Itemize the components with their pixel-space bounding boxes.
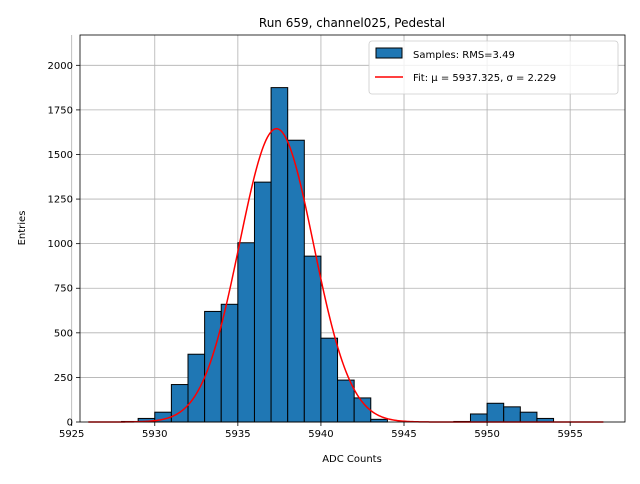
- histogram-bar: [503, 406, 521, 423]
- legend-label-fit: Fit: μ = 5937.325, σ = 2.229: [413, 73, 556, 84]
- x-tick-label: 5930: [142, 429, 167, 440]
- legend-label-samples: Samples: RMS=3.49: [413, 50, 515, 61]
- histogram-bar: [320, 337, 339, 423]
- legend: Samples: RMS=3.49 Fit: μ = 5937.325, σ =…: [368, 40, 619, 95]
- histogram-bar: [469, 413, 488, 423]
- histogram-bar: [187, 353, 206, 423]
- histogram-bar: [519, 411, 538, 423]
- y-tick-label: 2000: [48, 61, 73, 72]
- x-axis-ticks: 5925 5930 5935 5940 5945 5950 5955: [59, 422, 583, 440]
- legend-box: [368, 40, 619, 95]
- x-tick-label: 5940: [308, 429, 333, 440]
- y-axis-ticks: 0 250 500 750 1000 1250 1500 1750 2000: [48, 61, 80, 429]
- y-tick-label: 1250: [48, 195, 73, 206]
- x-tick-label: 5935: [225, 429, 250, 440]
- y-tick-label: 750: [54, 284, 73, 295]
- histogram-bar: [287, 139, 305, 423]
- y-tick-label: 250: [54, 373, 73, 384]
- x-axis-label: ADC Counts: [322, 454, 382, 465]
- plot-frame: [79, 34, 626, 423]
- histogram-bar: [253, 181, 272, 423]
- y-tick-label: 1500: [48, 150, 73, 161]
- x-tick-label: 5945: [391, 429, 416, 440]
- legend-swatch-samples: [375, 47, 403, 59]
- histogram-bar: [237, 242, 255, 423]
- x-tick-label: 5955: [557, 429, 582, 440]
- histogram-bar: [220, 303, 239, 423]
- histogram-bar: [204, 310, 222, 423]
- y-axis-label: Entries: [17, 211, 28, 246]
- x-tick-label: 5950: [474, 429, 499, 440]
- y-tick-label: 1750: [48, 105, 73, 116]
- y-tick-label: 0: [67, 418, 73, 429]
- histogram-bar: [303, 255, 322, 423]
- histogram-bar: [370, 418, 388, 423]
- histogram-bar: [486, 402, 505, 423]
- chart-title: Run 659, channel025, Pedestal: [259, 16, 445, 30]
- histogram-bar: [337, 379, 355, 423]
- y-tick-label: 500: [54, 328, 73, 339]
- x-tick-label: 5925: [59, 429, 84, 440]
- y-tick-label: 1000: [48, 239, 73, 250]
